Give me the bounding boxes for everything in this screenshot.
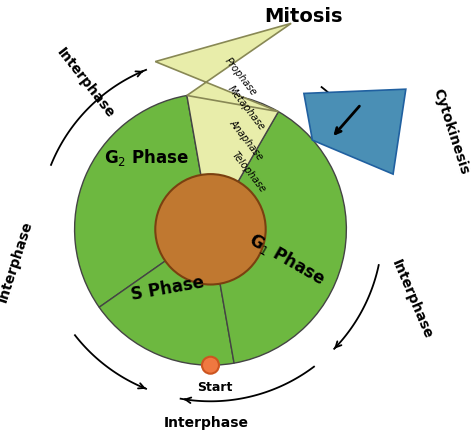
Text: Interphase: Interphase — [164, 415, 249, 430]
Wedge shape — [187, 93, 278, 229]
Text: S Phase: S Phase — [130, 273, 206, 304]
Text: Metaphase: Metaphase — [225, 84, 266, 132]
Text: Anaphase: Anaphase — [228, 118, 265, 162]
Text: Interphase: Interphase — [0, 218, 35, 304]
Polygon shape — [304, 89, 406, 174]
Wedge shape — [210, 112, 346, 363]
Text: Prophase: Prophase — [223, 55, 259, 97]
Circle shape — [155, 174, 266, 285]
Circle shape — [202, 357, 219, 374]
Text: Interphase: Interphase — [389, 258, 435, 341]
Text: Telophase: Telophase — [229, 150, 268, 194]
Wedge shape — [99, 229, 234, 365]
Text: Start: Start — [197, 381, 232, 394]
Polygon shape — [155, 23, 291, 112]
Text: G$_1$ Phase: G$_1$ Phase — [245, 229, 329, 289]
Text: Interphase: Interphase — [54, 45, 117, 120]
Wedge shape — [74, 95, 210, 307]
Text: Cytokinesis: Cytokinesis — [430, 87, 471, 176]
Text: G$_2$ Phase: G$_2$ Phase — [104, 147, 190, 168]
Text: Mitosis: Mitosis — [264, 7, 343, 27]
